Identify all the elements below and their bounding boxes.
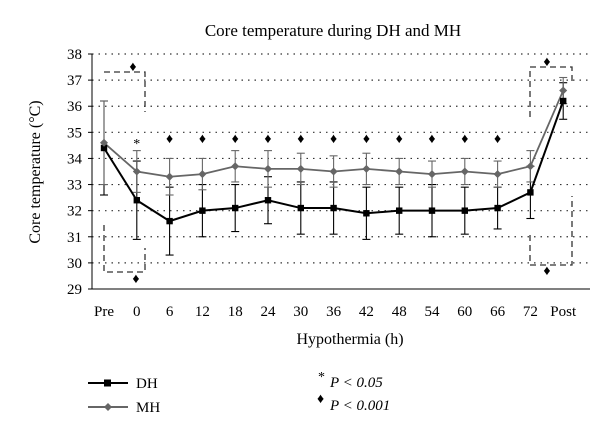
point-dh <box>428 207 436 214</box>
y-axis: 29 30 31 32 33 34 35 36 37 38 <box>67 47 93 298</box>
point-dh <box>232 204 239 212</box>
x-tick-label: 24 <box>261 304 277 320</box>
point-mh <box>329 167 338 176</box>
y-tick-label: 35 <box>67 125 82 141</box>
point-dh <box>527 189 534 196</box>
point-mh <box>559 86 568 95</box>
point-mh <box>264 164 272 173</box>
x-tick-label: 54 <box>425 304 441 320</box>
x-tick-label: Post <box>550 304 577 320</box>
x-tick-label: 36 <box>326 304 342 320</box>
significance-marker: ♦ <box>543 264 550 279</box>
legend: DH MH * P < 0.05 ♦ P < 0.001 <box>88 370 390 416</box>
x-tick-label: 48 <box>392 304 407 320</box>
pre-upper-box <box>104 71 146 112</box>
significance-marker: ♦ <box>428 132 435 147</box>
legend-dh-marker <box>104 379 111 387</box>
legend-mh-label: MH <box>136 400 160 416</box>
point-mh <box>526 162 535 171</box>
x-tick-label: 66 <box>490 304 506 320</box>
x-tick-label: 6 <box>166 304 174 320</box>
error-bars <box>100 76 568 256</box>
significance-marker: * <box>133 137 140 152</box>
point-dh <box>494 204 501 212</box>
legend-star-symbol: * <box>318 370 325 385</box>
y-tick-label: 30 <box>67 256 82 272</box>
x-axis: Pre 0 6 12 18 24 30 36 42 48 54 60 66 72 Post <box>92 288 590 320</box>
point-mh <box>231 162 240 171</box>
y-tick-label: 37 <box>67 73 83 89</box>
point-mh <box>395 167 404 176</box>
legend-diamond-text: P < 0.001 <box>329 398 390 414</box>
significance-marker: ♦ <box>166 132 173 147</box>
point-mh <box>493 170 502 179</box>
series-markers <box>100 86 568 225</box>
legend-diamond-symbol: ♦ <box>317 392 324 407</box>
point-dh <box>461 207 468 214</box>
point-mh <box>165 172 174 181</box>
chart-title: Core temperature during DH and MH <box>205 21 461 40</box>
significance-boxes <box>103 66 573 273</box>
x-tick-label: 18 <box>228 304 243 320</box>
legend-mh-marker <box>104 403 112 411</box>
pre-lower-box <box>103 225 146 273</box>
significance-marker: ♦ <box>461 132 468 147</box>
significance-marker: ♦ <box>199 132 206 147</box>
point-mh <box>362 164 371 173</box>
point-mh <box>132 167 141 176</box>
significance-marker: ♦ <box>363 132 370 147</box>
x-tick-label: 12 <box>195 304 210 320</box>
x-tick-label: 60 <box>457 304 472 320</box>
significance-marker: ♦ <box>129 60 136 75</box>
y-tick-label: 36 <box>67 99 83 115</box>
y-tick-label: 32 <box>67 204 82 220</box>
point-mh <box>296 164 305 173</box>
point-dh <box>166 217 173 225</box>
point-dh <box>396 207 403 214</box>
y-tick-label: 33 <box>67 178 82 194</box>
y-tick-label: 34 <box>67 151 83 167</box>
point-mh <box>460 167 469 176</box>
point-dh <box>560 97 567 105</box>
x-tick-label: 42 <box>359 304 374 320</box>
point-dh <box>330 204 337 212</box>
point-dh <box>297 204 304 212</box>
x-tick-label: 72 <box>523 304 538 320</box>
significance-marker: ♦ <box>543 55 550 70</box>
point-mh <box>100 138 108 147</box>
x-tick-label: 0 <box>133 304 141 320</box>
point-mh <box>198 170 207 179</box>
point-mh <box>428 170 436 179</box>
point-dh <box>264 197 272 204</box>
significance-marker: ♦ <box>232 132 239 147</box>
significance-marker: ♦ <box>264 132 271 147</box>
point-dh <box>199 207 206 214</box>
significance-marker: ♦ <box>132 272 139 287</box>
point-dh <box>133 197 140 204</box>
point-dh <box>363 210 370 217</box>
significance-marker: ♦ <box>494 132 501 147</box>
y-tick-label: 38 <box>67 47 82 63</box>
point-dh <box>100 144 108 152</box>
x-axis-label: Hypothermia (h) <box>296 331 403 348</box>
legend-star-text: P < 0.05 <box>329 375 383 391</box>
significance-marker: ♦ <box>396 132 403 147</box>
post-upper-box <box>529 66 573 117</box>
significance-marker: ♦ <box>297 132 304 147</box>
x-tick-label: Pre <box>94 304 114 320</box>
significance-marker: ♦ <box>330 132 337 147</box>
post-lower-box <box>529 196 573 266</box>
x-tick-label: 30 <box>293 304 308 320</box>
y-tick-label: 29 <box>67 282 82 298</box>
significance-markers: ♦ ♦ * ♦ ♦ ♦ ♦ ♦ ♦ ♦ ♦ ♦ ♦ ♦ ♦ ♦ <box>129 55 550 287</box>
legend-dh-label: DH <box>136 376 158 392</box>
y-tick-label: 31 <box>67 230 82 246</box>
y-axis-label: Core temperature (°C) <box>27 100 44 243</box>
